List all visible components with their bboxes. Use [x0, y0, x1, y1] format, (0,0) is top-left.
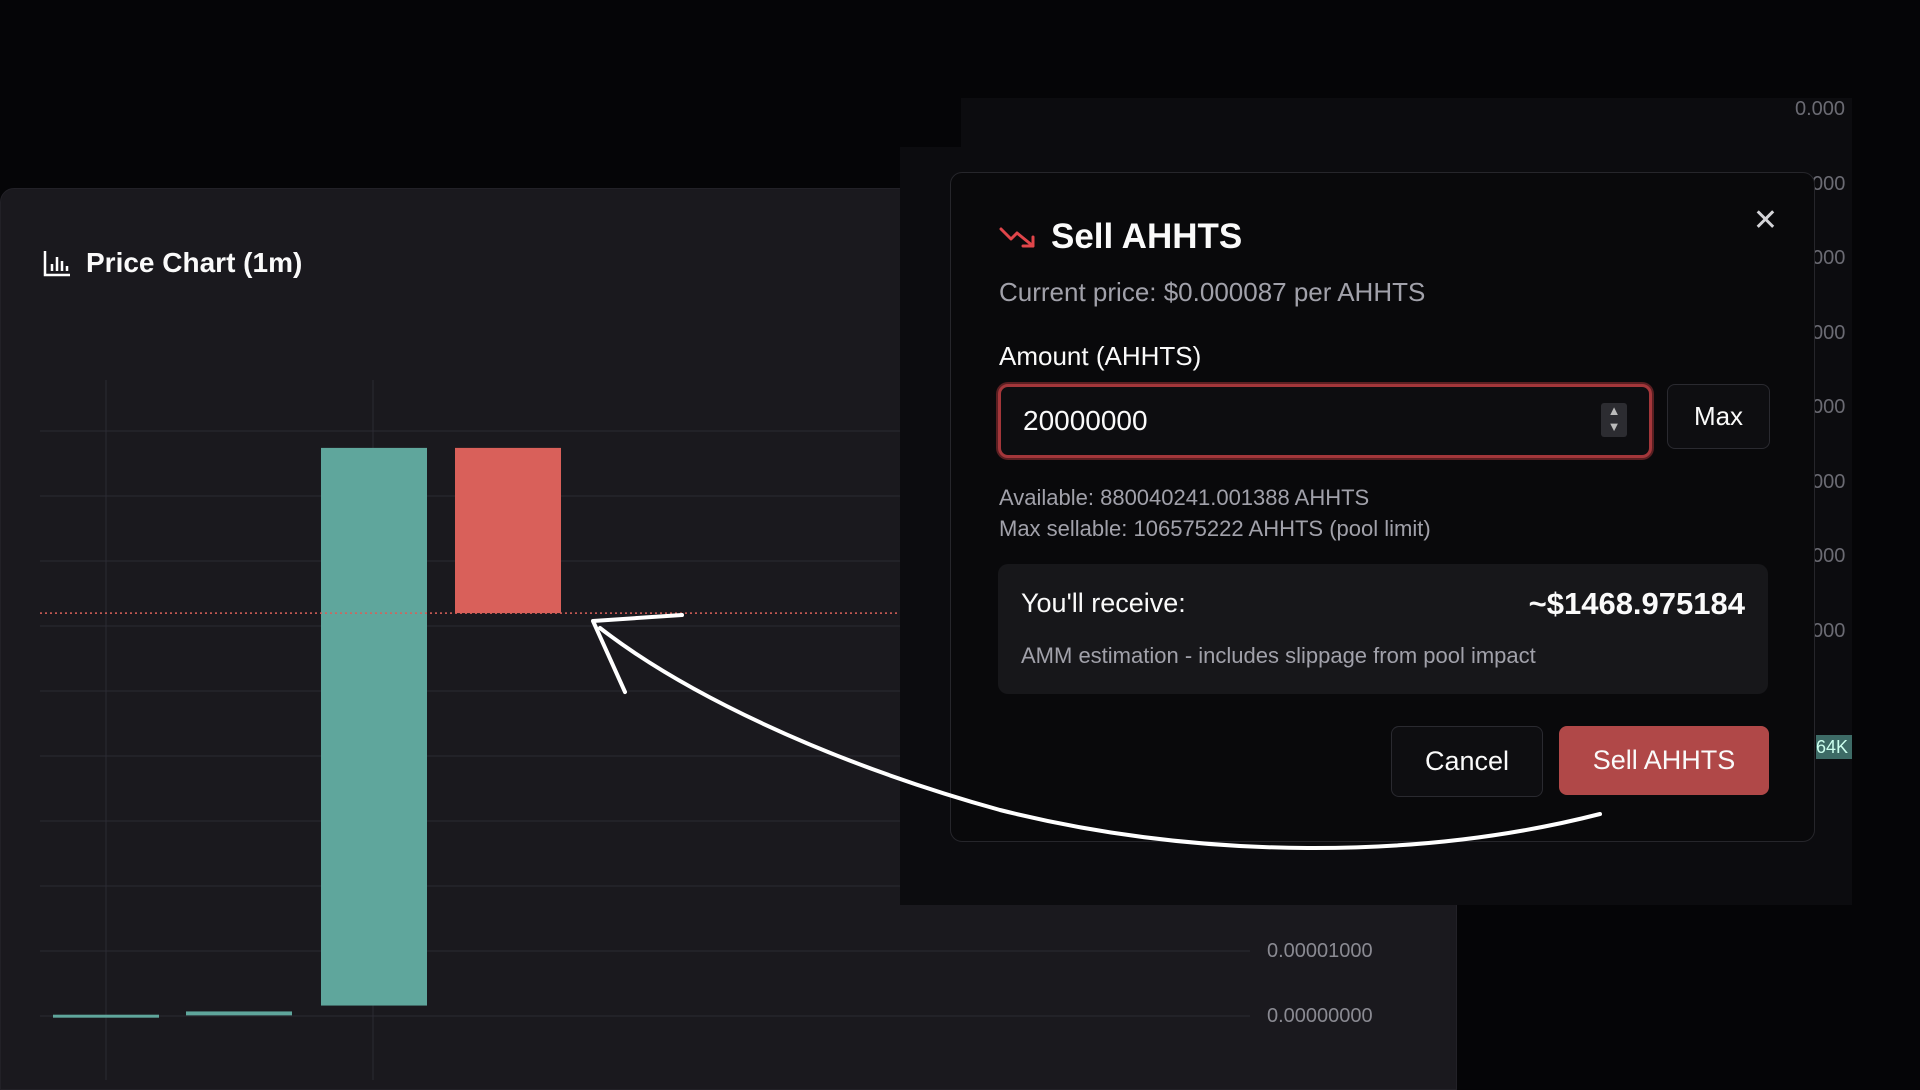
axis-label-partial: 000 — [1812, 247, 1846, 269]
available-balance: Available: 880040241.001388 AHHTS — [999, 485, 1370, 510]
volume-badge: 64K — [1816, 735, 1852, 759]
max-sellable: Max sellable: 106575222 AHHTS (pool limi… — [999, 516, 1431, 541]
cancel-button[interactable]: Cancel — [1391, 726, 1543, 797]
close-icon[interactable]: ✕ — [1752, 204, 1778, 237]
receive-value: ~$1468.975184 — [1528, 586, 1745, 621]
axis-label-partial: 000 — [1812, 545, 1846, 567]
candle-4 — [455, 447, 561, 614]
trending-down-icon — [999, 227, 1035, 248]
background-panel-top — [961, 98, 1852, 158]
max-button[interactable]: Max — [1667, 384, 1770, 449]
receive-label: You'll receive: — [1021, 588, 1186, 618]
axis-label-partial: 0.000 — [1795, 98, 1846, 120]
candle-2 — [186, 1011, 292, 1016]
axis-label-partial: 000 — [1812, 619, 1846, 642]
axis-label-partial: 000 — [1812, 470, 1846, 493]
axis-label-partial: 000 — [1812, 396, 1846, 418]
current-price: Current price: $0.000087 per AHHTS — [999, 277, 1426, 307]
axis-label-partial: 000 — [1812, 321, 1846, 344]
candle-3 — [321, 447, 427, 1006]
amount-label: Amount (AHHTS) — [999, 341, 1202, 371]
chart-header: Price Chart (1m) — [42, 247, 302, 279]
axis-label-partial: 000 — [1812, 172, 1846, 195]
amount-input[interactable]: 20000000 ▲ ▼ — [998, 384, 1652, 458]
bar-chart-icon — [43, 251, 70, 277]
amount-value: 20000000 — [1023, 405, 1148, 436]
chart-title: Price Chart (1m) — [86, 247, 303, 278]
receive-note: AMM estimation - includes slippage from … — [1021, 643, 1536, 668]
candle-1 — [53, 1014, 159, 1018]
ytick-label: 0.00001000 — [1267, 940, 1373, 962]
dialog-title-text: Sell AHHTS — [1051, 217, 1243, 256]
sell-button[interactable]: Sell AHHTS — [1559, 726, 1769, 795]
sell-dialog: Sell AHHTS ✕ Current price: $0.000087 pe… — [950, 172, 1815, 842]
ytick-label: 0.00000000 — [1267, 1005, 1373, 1027]
receive-summary: You'll receive: ~$1468.975184 AMM estima… — [998, 564, 1768, 694]
number-stepper-icon[interactable]: ▲ ▼ — [1601, 403, 1627, 437]
dialog-title: Sell AHHTS — [999, 217, 1242, 257]
